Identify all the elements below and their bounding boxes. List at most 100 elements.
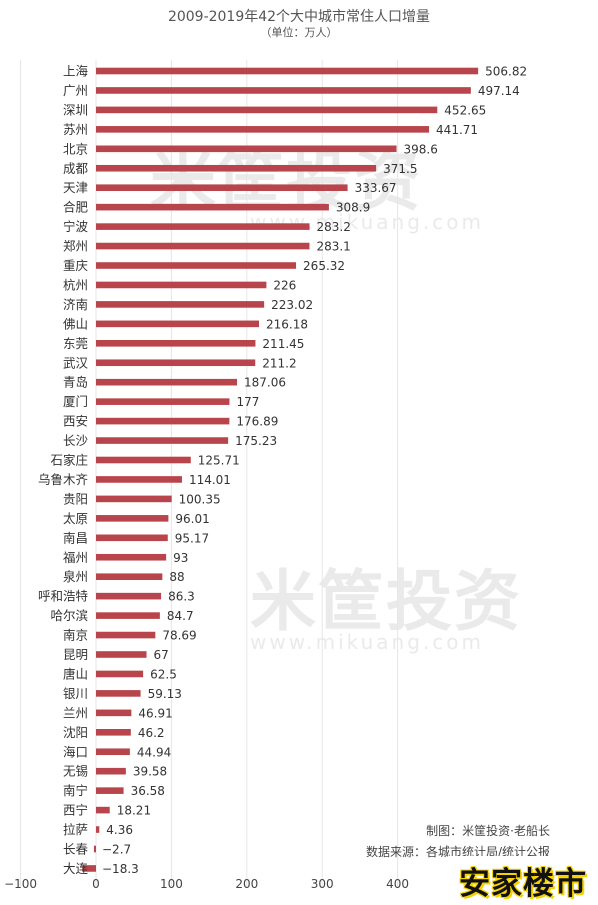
category-label: 石家庄: [50, 453, 88, 468]
value-label: 187.06: [244, 376, 286, 390]
category-label: 长沙: [63, 433, 89, 448]
x-tick-label: 200: [235, 877, 258, 891]
value-label: 59.13: [148, 687, 182, 701]
bar: [96, 495, 172, 503]
value-label: 100.35: [179, 492, 221, 506]
value-label: 78.69: [162, 629, 196, 643]
category-label: 拉萨: [63, 822, 88, 837]
category-label: 成都: [63, 161, 89, 176]
bar: [96, 690, 141, 697]
value-label: 67: [154, 648, 169, 662]
bar: [96, 476, 182, 483]
category-label: 广州: [63, 83, 88, 98]
bar: [96, 378, 238, 386]
chart-credit: 制图：米筐投资·老船长: [426, 824, 550, 838]
category-label: 宁波: [63, 219, 89, 234]
x-tick-label: 400: [386, 877, 409, 891]
category-label: 杭州: [63, 277, 88, 292]
x-tick-label: 0: [92, 877, 100, 891]
category-label: 乌鲁木齐: [38, 472, 89, 487]
bar: [96, 729, 131, 736]
category-label: 银川: [63, 686, 88, 701]
bar: [96, 553, 167, 561]
category-label: 唐山: [63, 666, 88, 681]
category-label: 济南: [63, 297, 88, 312]
chart-subtitle: （单位：万人）: [260, 26, 338, 39]
bar: [96, 515, 169, 522]
bar: [96, 709, 132, 717]
value-label: −18.3: [102, 862, 139, 876]
site-badge-logo: 安家楼市: [448, 856, 598, 905]
value-label: 62.5: [150, 667, 177, 681]
category-label: 北京: [63, 141, 88, 156]
bar: [96, 262, 297, 269]
category-label: 青岛: [63, 375, 88, 390]
category-label: 深圳: [63, 102, 88, 117]
category-label: 武汉: [63, 355, 89, 370]
category-label: 佛山: [63, 316, 88, 331]
value-label: 226: [273, 278, 296, 292]
category-label: 海口: [63, 744, 88, 759]
value-label: 371.5: [383, 162, 417, 176]
x-tick-label: −100: [4, 877, 37, 891]
bar: [96, 184, 348, 191]
value-label: 4.36: [106, 823, 133, 837]
bar: [96, 340, 256, 347]
value-label: 283.1: [316, 240, 350, 254]
value-label: 441.71: [436, 123, 478, 137]
value-label: 211.45: [262, 337, 304, 351]
category-label: 太原: [63, 511, 88, 526]
chart-title: 2009-2019年42个大中城市常住人口增量: [167, 9, 431, 25]
value-label: 39.58: [133, 765, 167, 779]
value-label: 114.01: [189, 473, 231, 487]
value-label: 506.82: [485, 65, 527, 79]
value-label: 216.18: [266, 317, 308, 331]
bar: [96, 242, 310, 250]
value-label: 46.2: [138, 726, 165, 740]
category-label: 兰州: [63, 705, 88, 720]
bar: [96, 592, 162, 600]
bar: [96, 806, 110, 814]
bar: [96, 787, 124, 794]
category-label: 苏州: [63, 122, 88, 137]
bar: [96, 164, 377, 172]
value-label: 86.3: [168, 590, 195, 604]
bar: [96, 767, 126, 775]
category-label: 厦门: [63, 394, 88, 409]
category-label: 南昌: [63, 530, 88, 545]
bar: [96, 651, 147, 658]
bar: [96, 145, 397, 153]
category-label: 合肥: [63, 200, 89, 215]
bar: [96, 203, 329, 211]
bar: [96, 670, 144, 678]
bar: [96, 534, 168, 542]
category-label: 上海: [63, 64, 89, 79]
value-label: 93: [173, 551, 188, 565]
bar: [96, 301, 265, 308]
category-label: 南京: [63, 628, 88, 643]
bar: [96, 398, 230, 405]
x-tick-label: 100: [160, 877, 183, 891]
category-label: 哈尔滨: [50, 608, 88, 623]
bar: [96, 87, 471, 94]
value-label: 125.71: [198, 454, 240, 468]
bar: [96, 281, 267, 289]
value-label: 88: [169, 570, 184, 584]
category-label: 福州: [63, 550, 88, 565]
bar: [96, 359, 256, 367]
category-label: 郑州: [63, 239, 88, 254]
bar: [96, 437, 229, 444]
bar: [96, 223, 310, 230]
category-label: 长春: [63, 842, 89, 857]
value-label: 84.7: [167, 609, 194, 623]
data-source: 数据来源：各城市统计局/统计公报: [365, 845, 550, 859]
value-label: 497.14: [478, 84, 520, 98]
x-tick-label: 300: [311, 877, 334, 891]
value-label: 333.67: [355, 181, 397, 195]
bar: [82, 865, 96, 872]
category-label: 无锡: [63, 764, 88, 779]
value-label: 265.32: [303, 259, 345, 273]
category-label: 贵阳: [63, 491, 88, 506]
category-label: 大连: [63, 861, 89, 876]
